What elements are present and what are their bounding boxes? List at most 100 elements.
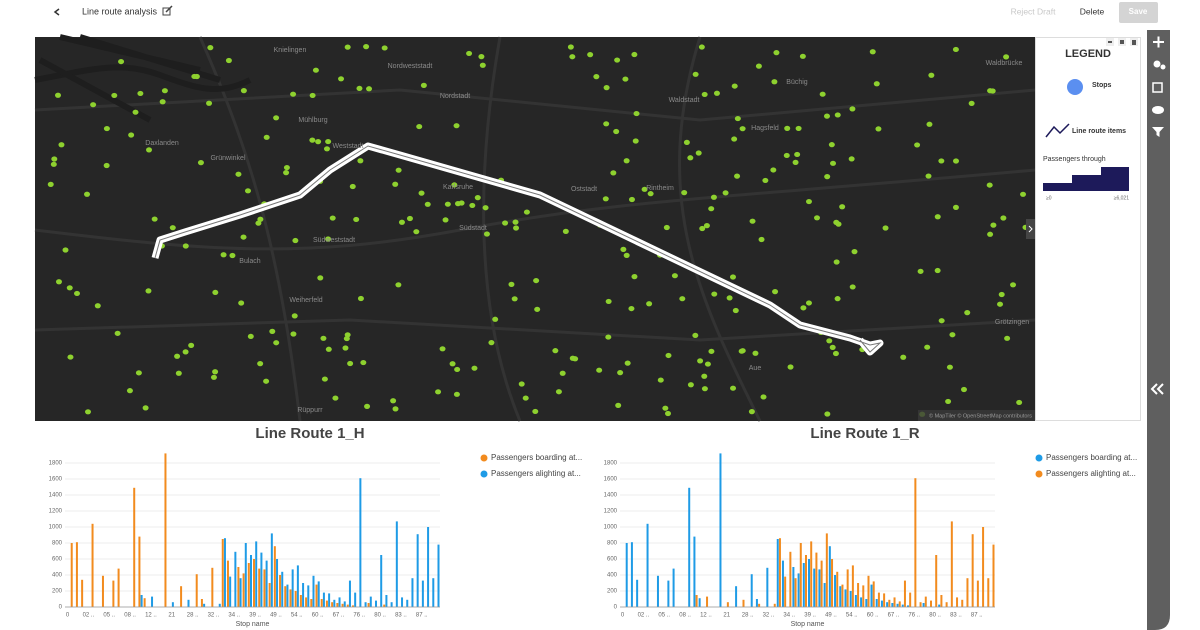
stop xyxy=(734,173,741,179)
stop xyxy=(849,284,856,290)
stop xyxy=(928,72,935,78)
x-tick-label: 05 .. xyxy=(658,613,670,619)
bar xyxy=(244,543,247,607)
stop xyxy=(623,252,630,258)
legend-entry[interactable]: Passengers boarding at... xyxy=(1046,453,1137,462)
stop xyxy=(103,125,110,132)
x-tick-label: 21 xyxy=(168,613,175,619)
bar xyxy=(312,575,315,607)
stop xyxy=(998,291,1005,298)
reject-draft-button[interactable]: Reject Draft xyxy=(1011,6,1057,16)
bar xyxy=(872,581,875,607)
y-tick-label: 0 xyxy=(614,605,618,611)
sidebar-icons[interactable] xyxy=(1152,36,1166,138)
bar xyxy=(421,580,424,607)
bar xyxy=(854,595,857,607)
bar xyxy=(328,593,331,607)
chart-title: Line Route 1_H xyxy=(255,425,364,442)
stop xyxy=(159,99,166,105)
stop xyxy=(567,44,574,50)
bar xyxy=(844,589,847,607)
stop xyxy=(681,190,688,196)
bar xyxy=(693,536,696,607)
y-tick-label: 1600 xyxy=(604,477,618,483)
stop xyxy=(559,370,566,376)
stop xyxy=(848,156,855,162)
bar xyxy=(336,603,339,607)
map-label: Südweststadt xyxy=(313,237,355,244)
stop xyxy=(882,225,889,231)
stop xyxy=(828,142,835,148)
stop xyxy=(1004,335,1011,341)
stops-swatch xyxy=(1067,79,1083,95)
stop xyxy=(605,334,612,340)
map-label: Bulach xyxy=(239,258,261,265)
bar xyxy=(343,601,346,607)
stop xyxy=(151,216,158,222)
bar xyxy=(260,552,263,607)
bar xyxy=(270,533,273,607)
bar xyxy=(825,533,828,607)
map-label: Rintheim xyxy=(646,185,674,192)
stop xyxy=(240,234,247,240)
bar xyxy=(218,603,221,607)
collapse-legend[interactable] xyxy=(1026,219,1035,239)
stop xyxy=(364,403,371,409)
back-button[interactable] xyxy=(53,8,60,16)
x-tick-label: 67 .. xyxy=(333,613,345,619)
stop xyxy=(244,188,251,194)
bar xyxy=(229,576,232,607)
stop xyxy=(613,128,620,135)
bar xyxy=(883,593,886,607)
stop xyxy=(66,285,73,291)
stop xyxy=(269,328,276,334)
stop xyxy=(533,277,540,284)
bar xyxy=(940,595,943,607)
legend-entry[interactable]: Passengers boarding at... xyxy=(491,453,582,462)
y-tick-label: 1400 xyxy=(604,493,618,499)
stop xyxy=(522,395,529,401)
y-tick-label: 1800 xyxy=(604,461,618,467)
bar xyxy=(341,603,344,607)
delete-button[interactable]: Delete xyxy=(1080,6,1105,16)
expand-sidebar[interactable] xyxy=(1150,383,1164,395)
stop xyxy=(641,186,648,192)
stop xyxy=(990,222,997,228)
stop xyxy=(562,228,569,234)
map[interactable]: Knielingen Nordweststadt Nordstadt Mühlburg… xyxy=(34,34,1036,422)
legend-tools[interactable] xyxy=(1106,38,1138,46)
stop xyxy=(356,85,363,92)
bar xyxy=(750,574,753,607)
stop xyxy=(435,389,442,395)
stop xyxy=(628,196,635,203)
bar xyxy=(815,552,818,607)
map-label: Hagsfeld xyxy=(751,125,779,132)
bar xyxy=(81,579,84,607)
bar xyxy=(359,478,362,607)
bar xyxy=(898,601,901,607)
stop xyxy=(488,340,495,346)
bar xyxy=(656,575,659,607)
stop xyxy=(406,215,413,222)
stop xyxy=(710,194,717,200)
bar xyxy=(164,453,167,607)
stop xyxy=(708,206,715,212)
stop xyxy=(631,274,638,280)
bar xyxy=(406,599,409,607)
stop xyxy=(695,150,702,156)
legend-entry[interactable]: Passengers alighting at... xyxy=(1046,469,1136,478)
x-tick-label: 02 .. xyxy=(638,613,650,619)
bar xyxy=(893,597,896,607)
stop xyxy=(849,106,856,112)
stop xyxy=(502,220,509,226)
stop xyxy=(946,364,953,370)
stop xyxy=(453,391,460,397)
bar xyxy=(766,567,769,607)
stop xyxy=(511,296,518,302)
save-button[interactable] xyxy=(1119,2,1158,23)
legend-entry[interactable]: Passengers alighting at... xyxy=(491,469,581,478)
bar xyxy=(672,568,675,607)
sidebar xyxy=(1147,30,1170,630)
edit-title-icon[interactable] xyxy=(162,5,173,16)
stop xyxy=(197,160,204,166)
